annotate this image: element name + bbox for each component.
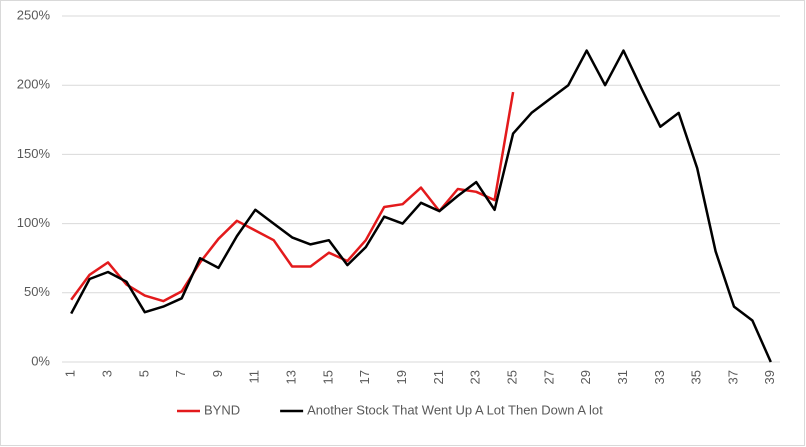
x-tick-label: 37 <box>725 370 740 384</box>
x-tick-label: 39 <box>762 370 777 384</box>
x-tick-label: 33 <box>652 370 667 384</box>
x-tick-label: 21 <box>431 370 446 384</box>
legend-label: Another Stock That Went Up A Lot Then Do… <box>307 402 603 417</box>
x-tick-label: 7 <box>173 370 188 377</box>
legend-label: BYND <box>204 402 240 417</box>
x-tick-label: 15 <box>320 370 335 384</box>
y-tick-label: 250% <box>17 7 51 22</box>
x-tick-label: 23 <box>468 370 483 384</box>
x-tick-label: 19 <box>394 370 409 384</box>
y-tick-label: 150% <box>17 146 51 161</box>
x-tick-label: 31 <box>615 370 630 384</box>
x-tick-label: 11 <box>247 370 262 384</box>
x-tick-label: 5 <box>136 370 151 377</box>
x-tick-label: 3 <box>99 370 114 377</box>
x-tick-label: 1 <box>63 370 78 377</box>
y-tick-label: 100% <box>17 215 51 230</box>
y-tick-label: 200% <box>17 77 51 92</box>
x-tick-label: 29 <box>578 370 593 384</box>
y-tick-label: 50% <box>24 284 50 299</box>
x-tick-label: 13 <box>284 370 299 384</box>
series-line <box>70 49 772 363</box>
x-tick-label: 35 <box>689 370 704 384</box>
x-tick-label: 25 <box>504 370 519 384</box>
y-tick-label: 0% <box>31 353 50 368</box>
x-tick-label: 17 <box>357 370 372 384</box>
x-tick-label: 9 <box>210 370 225 377</box>
x-tick-label: 27 <box>541 370 556 384</box>
